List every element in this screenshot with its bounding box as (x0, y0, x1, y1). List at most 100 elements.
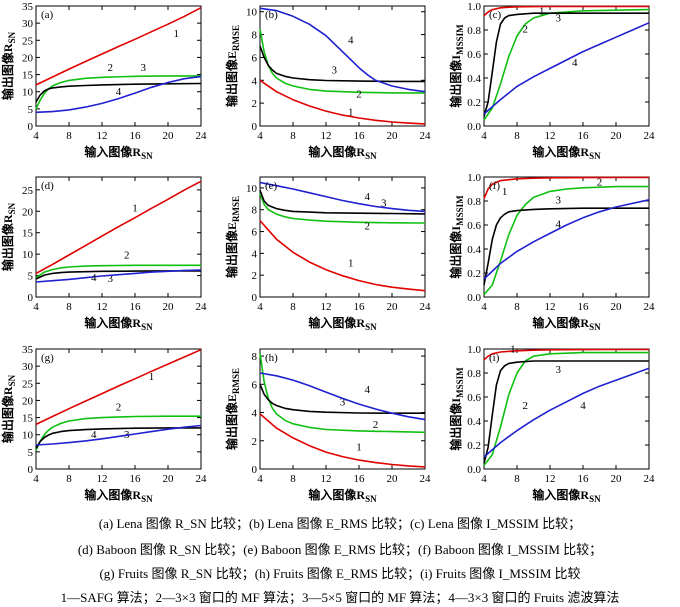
p6-x-tick-label: 12 (545, 301, 556, 313)
p9-series-4-line (483, 367, 650, 458)
p9-plot-frame (483, 348, 650, 470)
p6-x-tick-label: 4 (481, 301, 487, 313)
p4-panel-tag: (d) (41, 180, 54, 192)
p4-plot-frame (35, 176, 202, 298)
p8-x-tick-label: 24 (420, 473, 432, 485)
p8-x-tick-label: 20 (387, 473, 399, 485)
p6-x-tick-label: 8 (514, 301, 520, 313)
p4-y-tick-label: 0 (28, 292, 34, 304)
p3-series-1-line (483, 5, 649, 17)
p7-x-tick-label: 8 (66, 473, 72, 485)
p6-y-tick-label: 0.4 (467, 244, 481, 256)
p5-x-tick-label: 16 (354, 301, 366, 313)
p3-plot-frame (483, 5, 650, 127)
p5-x-tick-label: 20 (387, 301, 399, 313)
p7-y-tick-label: 30 (22, 361, 34, 373)
p9-series-1-label: 1 (510, 344, 516, 356)
p8-y-tick-label: 4 (252, 408, 258, 420)
p9-y-tick-label: 0.0 (467, 464, 481, 476)
p9-y-tick-label: 1.0 (467, 344, 481, 356)
p3-panel-tag: (c) (489, 9, 502, 21)
p9-panel-tag: (i) (489, 352, 500, 364)
p9-x-tick-label: 16 (578, 473, 590, 485)
p1-x-tick-label: 4 (33, 130, 39, 142)
p2-y-tick-label: 6 (252, 52, 258, 64)
p7-series-4-line (35, 424, 202, 446)
p1-series-1-label: 1 (174, 28, 180, 40)
p2-x-tick-label: 4 (257, 130, 263, 142)
p8-y-axis-label: 输出图像ERMSE (224, 368, 241, 450)
p2-x-tick-label: 12 (321, 130, 332, 142)
p8-series-1-label: 1 (356, 442, 362, 454)
p2-series-1-label: 1 (348, 107, 354, 119)
p5-y-tick-label: 8 (252, 205, 258, 217)
p7-y-tick-label: 25 (22, 378, 34, 390)
p7-y-axis-label: 输出图像RSN (0, 374, 17, 443)
p5-y-tick-label: 0 (252, 292, 258, 304)
p3-series-1-label: 1 (539, 5, 545, 17)
p6-series-3-label: 3 (556, 194, 562, 206)
p6-y-tick-label: 0.2 (467, 268, 481, 280)
p8-series-4-line (259, 372, 426, 421)
caption-line-3: (g) Fruits 图像 R_SN 比较；(h) Fruits 图像 E_RM… (99, 566, 581, 581)
p9-y-tick-label: 0.8 (467, 368, 481, 380)
p6-series-3-line (483, 207, 649, 286)
p6-y-axis-label: 输出图像IMSSIM (448, 195, 465, 279)
p2-y-axis-label: 输出图像ERMSE (224, 25, 241, 107)
p4-series-3-line (35, 270, 201, 280)
p6-series-2-line (483, 185, 649, 296)
p1-series-1-line (35, 6, 202, 86)
p1-y-tick-label: 15 (22, 70, 34, 82)
p6-y-tick-label: 1.0 (467, 172, 481, 184)
p5-y-tick-label: 10 (246, 183, 258, 195)
p7-y-tick-label: 0 (28, 464, 34, 476)
p7-y-tick-label: 20 (22, 395, 34, 407)
p8-series-3-line (259, 383, 425, 415)
p5-y-tick-label: 4 (252, 248, 258, 260)
p4-y-tick-label: 25 (22, 185, 34, 197)
p3-y-tick-label: 1.0 (467, 1, 481, 13)
p6-panel-tag: (f) (489, 180, 500, 192)
p5-x-axis-label: 输入图像RSN (308, 315, 377, 332)
p4-series-2-label: 2 (124, 249, 130, 261)
p7-x-tick-label: 24 (196, 473, 208, 485)
p1-y-tick-label: 10 (22, 87, 34, 99)
p5-y-tick-label: 2 (252, 270, 258, 282)
p9-x-tick-label: 12 (545, 473, 556, 485)
p3-series-4-label: 4 (572, 57, 578, 69)
caption-line-2: (d) Baboon 图像 R_SN 比较；(e) Baboon 图像 E_RM… (77, 542, 603, 557)
p9-y-tick-label: 0.2 (467, 440, 481, 452)
p7-panel-tag: (g) (41, 352, 54, 364)
p1-series-4-label: 4 (116, 86, 122, 98)
p1-y-tick-label: 25 (22, 35, 34, 47)
p7-series-2-label: 2 (116, 402, 122, 414)
legend-line: 1—SAFG 算法；2—3×3 窗口的 MF 算法；3—5×5 窗口的 MF 算… (60, 590, 620, 605)
p4-x-tick-label: 8 (66, 301, 72, 313)
p5-series-2-line (259, 193, 426, 224)
p7-series-1-line (35, 348, 202, 426)
p3-x-tick-label: 16 (578, 130, 590, 142)
p3-x-tick-label: 20 (611, 130, 623, 142)
p8-y-tick-label: 0 (252, 464, 258, 476)
p2-series-4-line (259, 7, 426, 93)
p1-x-tick-label: 16 (130, 130, 142, 142)
p4-x-axis-label: 输入图像RSN (84, 315, 153, 332)
p5-series-4-line (259, 181, 426, 213)
p8-series-2-line (259, 353, 426, 434)
p9-series-2-label: 2 (523, 400, 529, 412)
p6-series-1-label: 1 (502, 186, 508, 198)
p9-series-2-line (483, 351, 649, 466)
p1-x-tick-label: 24 (196, 130, 208, 142)
p4-series-2-line (35, 264, 201, 279)
p5-plot-frame (259, 176, 426, 298)
p6-x-tick-label: 24 (644, 301, 656, 313)
p2-y-tick-label: 10 (246, 7, 258, 19)
p4-series-1-line (35, 180, 202, 275)
p7-series-4-label: 4 (91, 429, 97, 441)
p1-y-tick-label: 5 (28, 104, 34, 116)
p8-x-tick-label: 8 (290, 473, 296, 485)
p3-y-tick-label: 0.0 (467, 121, 481, 133)
p1-series-3-label: 3 (141, 62, 147, 74)
p1-x-axis-label: 输入图像RSN (84, 144, 153, 161)
